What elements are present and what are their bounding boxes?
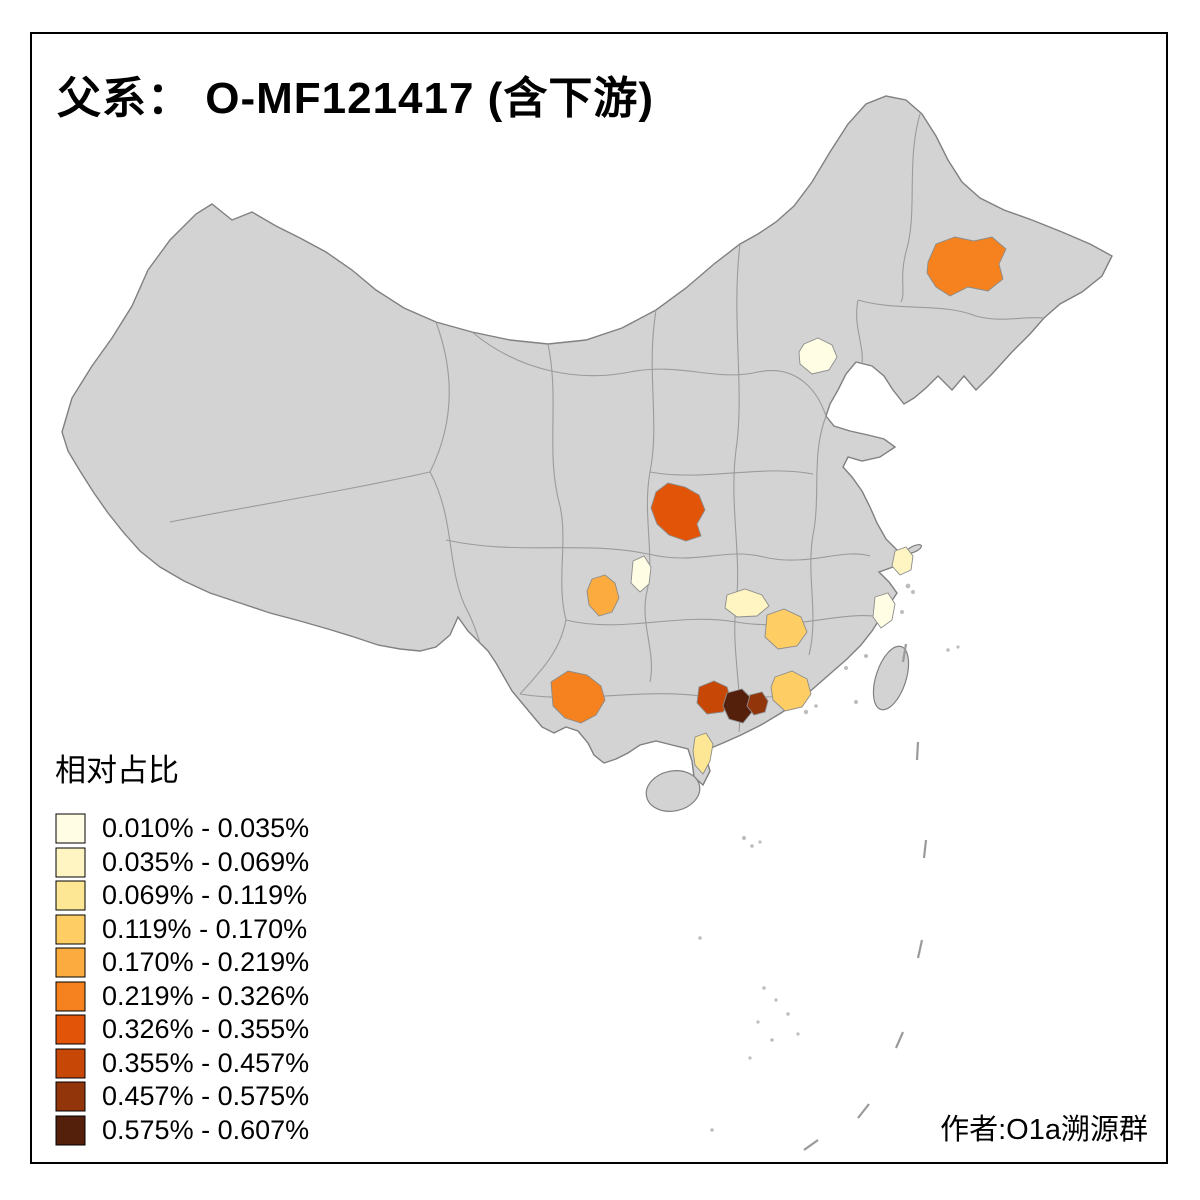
legend-item-label: 0.575% - 0.607% xyxy=(102,1114,310,1145)
plot-frame xyxy=(30,32,1168,1164)
legend: 相对占比 0.010% - 0.035% 0.035% - 0.069% 0.0… xyxy=(55,745,309,1147)
map-region-hunan xyxy=(764,608,808,650)
legend-item-label: 0.326% - 0.355% xyxy=(102,1014,310,1045)
china-mainland xyxy=(61,95,1113,787)
map-region-zhejiang xyxy=(872,592,896,629)
legend-swatch-rect xyxy=(55,1048,86,1079)
legend-item-label: 0.010% - 0.035% xyxy=(102,813,310,844)
island-hainan xyxy=(645,770,701,812)
map-region-guangxi-east-c xyxy=(746,691,769,716)
map-region-sichuan-west xyxy=(586,574,620,617)
legend-item-label: 0.119% - 0.170% xyxy=(102,913,308,944)
dashed-sea-boundary xyxy=(803,643,928,1151)
legend-swatch xyxy=(55,947,86,978)
legend-swatch-rect xyxy=(55,1115,86,1146)
legend-swatch-rect xyxy=(55,914,86,945)
legend-swatch-rect xyxy=(55,947,86,978)
legend-swatch xyxy=(55,1081,86,1112)
province-borders xyxy=(169,113,1045,733)
legend-item: 0.457% - 0.575% xyxy=(55,1080,309,1114)
legend-swatch-rect xyxy=(55,981,86,1012)
legend-item: 0.326% - 0.355% xyxy=(55,1013,309,1047)
colored-regions xyxy=(550,236,1007,775)
legend-swatch xyxy=(55,1014,86,1045)
islands xyxy=(645,544,922,812)
map-region-guangxi-east-b xyxy=(722,688,753,724)
legend-swatch-rect xyxy=(55,880,86,911)
map-region-yunnan xyxy=(550,670,606,724)
legend-swatch-rect xyxy=(55,847,86,878)
legend-item-label: 0.457% - 0.575% xyxy=(102,1081,310,1112)
legend-title: 相对占比 xyxy=(55,753,179,788)
legend-item-label: 0.170% - 0.219% xyxy=(102,947,310,978)
legend-item: 0.069% - 0.119% xyxy=(55,879,309,913)
legend-swatch xyxy=(55,1048,86,1079)
legend-item-label: 0.355% - 0.457% xyxy=(102,1047,310,1078)
legend-item: 0.170% - 0.219% xyxy=(55,946,309,980)
legend-item: 0.219% - 0.326% xyxy=(55,980,309,1014)
map-region-northeast xyxy=(926,236,1007,297)
map-region-shanghai xyxy=(891,546,914,576)
legend-item: 0.355% - 0.457% xyxy=(55,1047,309,1081)
map-region-leizhou xyxy=(692,732,714,775)
map-region-beijing xyxy=(798,337,838,375)
legend-item: 0.119% - 0.170% xyxy=(55,913,309,947)
legend-swatch xyxy=(55,914,86,945)
legend-swatch xyxy=(55,813,86,844)
author-credit: 作者:O1a溯源群 xyxy=(940,1114,1148,1146)
legend-swatch-rect xyxy=(55,1081,86,1112)
map-region-hubei xyxy=(724,588,770,618)
legend-swatch xyxy=(55,880,86,911)
map-region-guangdong-east xyxy=(770,670,812,712)
page-title: 父系： O-MF121417 (含下游) xyxy=(57,74,654,123)
islets xyxy=(698,583,960,1132)
legend-swatch xyxy=(55,1115,86,1146)
legend-swatch-rect xyxy=(55,813,86,844)
map-region-shaanxi xyxy=(650,482,706,542)
legend-swatch xyxy=(55,847,86,878)
legend-item: 0.010% - 0.035% xyxy=(55,812,309,846)
legend-item: 0.035% - 0.069% xyxy=(55,846,309,880)
legend-item-label: 0.219% - 0.326% xyxy=(102,980,310,1011)
legend-item: 0.575% - 0.607% xyxy=(55,1114,309,1148)
legend-item-label: 0.035% - 0.069% xyxy=(102,846,310,877)
legend-swatch xyxy=(55,981,86,1012)
legend-item-label: 0.069% - 0.119% xyxy=(102,880,308,911)
island-taiwan xyxy=(872,645,910,711)
map-region-sichuan-east xyxy=(630,555,652,593)
legend-swatch-rect xyxy=(55,1014,86,1045)
